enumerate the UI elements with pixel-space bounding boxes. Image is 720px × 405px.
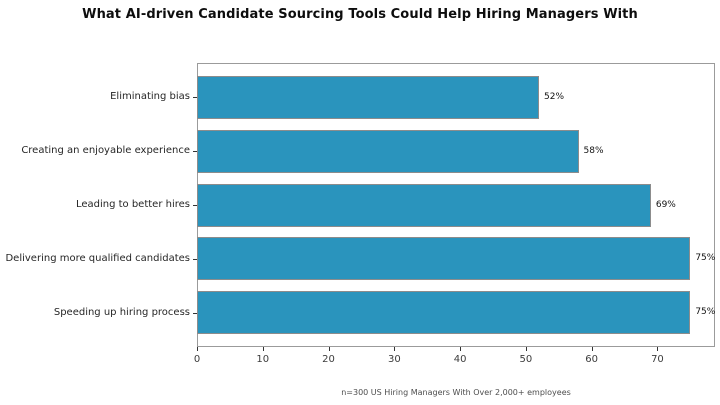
x-axis-tick-label: 40: [453, 354, 467, 365]
x-axis-tick-label: 0: [193, 354, 201, 365]
bar-value-label: 52%: [544, 91, 565, 102]
y-axis-label: Leading to better hires: [75, 199, 190, 210]
x-axis-tick-label: 10: [256, 354, 270, 365]
x-axis-tick: [525, 347, 527, 351]
bar: [197, 183, 651, 227]
x-axis-tick-label: 60: [585, 354, 599, 365]
y-axis-tick: [193, 205, 197, 206]
y-axis-label: Delivering more qualified candidates: [5, 252, 190, 264]
x-axis-tick: [197, 347, 198, 351]
x-axis-tick: [657, 347, 659, 351]
chart-footnote: n=300 US Hiring Managers With Over 2,000…: [341, 388, 571, 397]
bar: [197, 75, 540, 119]
x-axis-tick-label: 20: [322, 354, 335, 365]
x-axis-tick-label: 50: [519, 354, 533, 365]
chart-title: What AI-driven Candidate Sourcing Tools …: [82, 7, 638, 22]
y-axis-tick: [193, 97, 197, 99]
x-axis-tick: [460, 347, 462, 351]
x-axis-tick: [394, 347, 396, 351]
x-axis-tick: [591, 347, 593, 351]
bar: [197, 237, 691, 281]
y-axis-label: Eliminating bias: [110, 91, 190, 103]
x-axis-tick: [328, 347, 330, 351]
y-axis-label: Speeding up hiring process: [53, 306, 190, 318]
bar-value-label: 69%: [655, 199, 676, 210]
y-axis-label: Creating an enjoyable experience: [21, 145, 190, 157]
x-axis-tick-label: 70: [651, 354, 664, 365]
bar-value-label: 75%: [695, 253, 716, 264]
y-axis-tick: [193, 258, 197, 260]
y-axis-tick: [193, 151, 197, 153]
bar: [197, 129, 579, 173]
x-axis-tick: [262, 347, 264, 351]
x-axis-tick-label: 30: [387, 354, 401, 365]
bar-value-label: 58%: [583, 145, 604, 156]
bar: [197, 291, 691, 335]
bar-value-label: 75%: [695, 307, 716, 318]
y-axis-tick: [193, 312, 197, 314]
